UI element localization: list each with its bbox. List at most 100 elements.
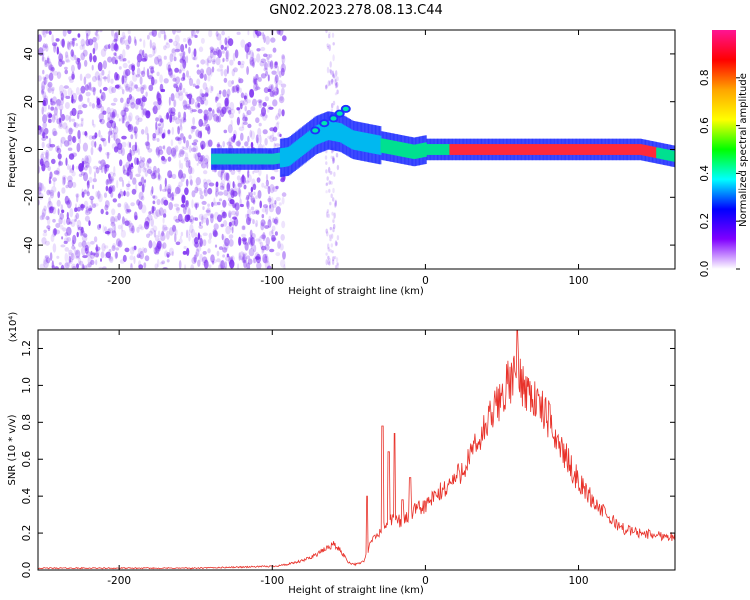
noise-blob bbox=[262, 31, 265, 40]
ridge-core bbox=[244, 153, 247, 165]
noise-blob bbox=[67, 87, 73, 97]
noise-blob bbox=[61, 60, 65, 65]
noise-blob bbox=[252, 57, 257, 63]
noise-blob bbox=[331, 211, 334, 216]
noise-blob bbox=[147, 148, 153, 153]
noise-blob bbox=[334, 200, 337, 206]
noise-blob bbox=[208, 232, 213, 240]
noise-blob bbox=[63, 176, 66, 185]
noise-blob bbox=[123, 111, 127, 121]
noise-blob bbox=[221, 211, 227, 219]
noise-blob bbox=[144, 126, 149, 136]
noise-blob bbox=[92, 178, 97, 183]
noise-blob bbox=[227, 80, 233, 88]
ridge-core bbox=[213, 153, 216, 165]
noise-blob bbox=[95, 259, 98, 266]
noise-blob bbox=[92, 47, 96, 55]
ridge-core bbox=[521, 144, 524, 155]
noise-blob bbox=[52, 206, 57, 215]
noise-blob bbox=[250, 186, 254, 193]
ridge-core bbox=[439, 144, 442, 155]
noise-blob bbox=[325, 190, 328, 194]
ridge-core bbox=[343, 125, 346, 145]
ridge-core bbox=[228, 153, 232, 165]
noise-blob bbox=[222, 57, 225, 63]
noise-blob bbox=[82, 43, 86, 50]
ridge-core bbox=[507, 144, 510, 155]
noise-blob bbox=[199, 221, 202, 226]
noise-blob bbox=[131, 65, 136, 72]
noise-blob bbox=[189, 223, 194, 234]
ridge-core bbox=[372, 134, 375, 154]
noise-blob bbox=[43, 95, 49, 102]
noise-blob bbox=[244, 242, 249, 251]
ridge-core bbox=[377, 135, 380, 155]
noise-blob bbox=[180, 219, 185, 223]
noise-blob bbox=[328, 31, 331, 35]
noise-blob bbox=[152, 45, 156, 51]
noise-blob bbox=[252, 183, 257, 190]
noise-blob bbox=[228, 137, 233, 146]
noise-blob bbox=[195, 177, 201, 186]
noise-blob bbox=[69, 208, 74, 218]
noise-blob bbox=[145, 141, 151, 150]
noise-blob bbox=[268, 215, 272, 222]
noise-blob bbox=[85, 39, 90, 47]
noise-blob bbox=[330, 108, 334, 112]
ridge-core bbox=[310, 129, 313, 149]
noise-blob bbox=[76, 206, 81, 212]
spectrogram-y-tick-label: 20 bbox=[23, 95, 35, 108]
noise-blob bbox=[48, 144, 53, 152]
noise-blob bbox=[66, 262, 70, 267]
snr-x-tick-label: 0 bbox=[422, 575, 429, 587]
ridge-core bbox=[398, 141, 401, 157]
noise-blob bbox=[97, 75, 101, 81]
noise-blob bbox=[117, 203, 122, 208]
noise-blob bbox=[271, 234, 276, 242]
ridge-core bbox=[530, 144, 533, 155]
noise-blob bbox=[252, 98, 257, 107]
noise-blob bbox=[184, 264, 187, 269]
ridge-core bbox=[609, 144, 612, 155]
noise-blob bbox=[122, 164, 129, 172]
noise-blob bbox=[99, 89, 102, 94]
noise-blob bbox=[228, 239, 234, 247]
noise-blob bbox=[138, 264, 144, 269]
noise-blob bbox=[129, 255, 134, 261]
ridge-core bbox=[336, 122, 339, 142]
noise-blob bbox=[163, 129, 166, 136]
noise-blob bbox=[186, 70, 189, 78]
noise-blob bbox=[63, 240, 68, 245]
noise-blob bbox=[82, 131, 86, 136]
noise-blob bbox=[259, 60, 265, 67]
noise-blob bbox=[175, 207, 181, 211]
ridge-core bbox=[262, 153, 265, 165]
noise-blob bbox=[236, 175, 241, 181]
noise-blob bbox=[256, 48, 261, 52]
noise-blob bbox=[217, 142, 220, 147]
noise-blob bbox=[107, 56, 113, 63]
ridge-core bbox=[504, 144, 507, 155]
noise-blob bbox=[170, 111, 176, 117]
noise-blob bbox=[236, 107, 240, 111]
noise-blob bbox=[60, 244, 66, 248]
noise-blob bbox=[170, 72, 174, 79]
noise-blob bbox=[221, 233, 224, 241]
noise-blob bbox=[75, 212, 80, 220]
noise-blob bbox=[67, 40, 70, 50]
noise-blob bbox=[163, 213, 167, 218]
noise-blob bbox=[48, 118, 52, 124]
noise-blob bbox=[83, 233, 88, 238]
noise-blob bbox=[225, 172, 230, 181]
noise-blob bbox=[129, 222, 134, 232]
noise-blob bbox=[170, 139, 174, 147]
noise-blob bbox=[257, 190, 262, 199]
noise-blob bbox=[246, 111, 249, 117]
noise-blob bbox=[71, 118, 76, 122]
noise-blob bbox=[178, 171, 183, 180]
noise-blob bbox=[278, 30, 284, 36]
noise-blob bbox=[139, 251, 145, 260]
noise-blob bbox=[235, 141, 241, 147]
ridge-core bbox=[461, 144, 465, 155]
noise-blob bbox=[278, 96, 285, 104]
